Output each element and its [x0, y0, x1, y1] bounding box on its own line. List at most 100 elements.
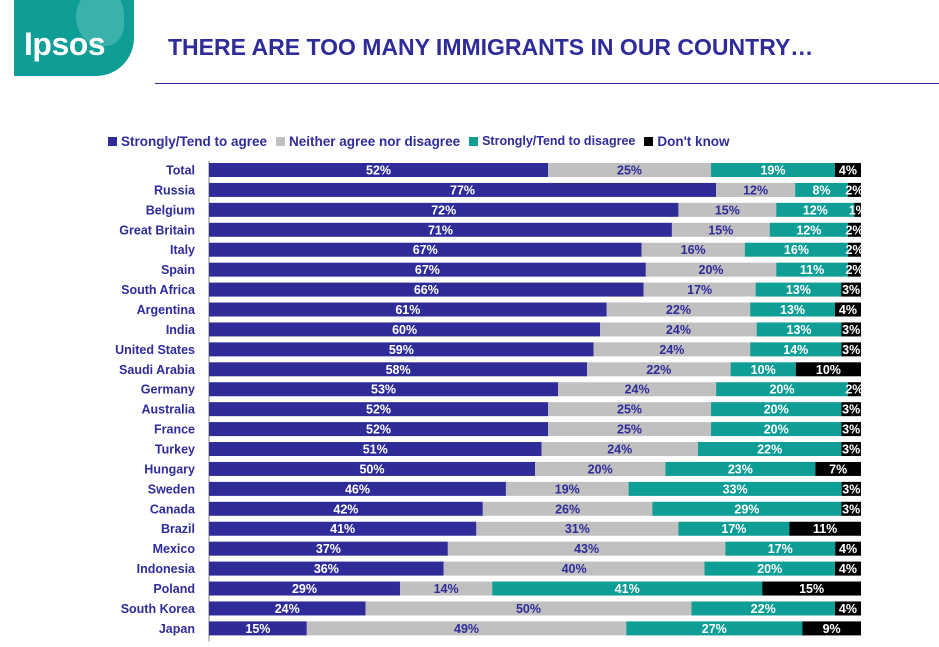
data-label-disagree: 20%	[757, 562, 782, 576]
logo-text: Ipsos	[24, 26, 106, 62]
data-label-disagree: 14%	[783, 343, 808, 357]
bar-segment-disagree	[652, 501, 842, 516]
category-label: Spain	[161, 263, 195, 277]
data-label-neither: 24%	[666, 323, 691, 337]
data-label-neither: 25%	[617, 403, 642, 417]
bar-segment-disagree	[628, 481, 842, 496]
bar-segment-agree	[209, 422, 549, 437]
category-label: Italy	[170, 243, 195, 257]
title-divider	[155, 83, 939, 84]
data-label-agree: 41%	[330, 522, 355, 536]
bar-segment-neither	[482, 501, 653, 516]
bar-segment-neither	[643, 282, 756, 297]
data-label-neither: 24%	[607, 443, 632, 457]
data-label-neither: 14%	[434, 582, 459, 596]
bar-segment-dont-know	[847, 182, 861, 197]
data-label-neither: 26%	[555, 502, 580, 516]
bar-segment-dont-know	[841, 402, 861, 417]
data-label-agree: 15%	[245, 622, 270, 636]
bar-segment-neither	[558, 382, 717, 397]
data-label-agree: 46%	[345, 482, 370, 496]
bar-segment-agree	[209, 541, 448, 556]
bar-segment-agree	[209, 601, 366, 616]
data-label-dont-know: 4%	[839, 602, 857, 616]
bar-segment-neither	[671, 222, 770, 237]
data-label-neither: 40%	[562, 562, 587, 576]
bar-segment-disagree	[678, 521, 790, 536]
data-label-agree: 52%	[366, 164, 391, 178]
category-label: France	[154, 423, 195, 437]
bar-segment-disagree	[730, 362, 796, 377]
bar-segment-agree	[209, 182, 717, 197]
data-label-dont-know: 3%	[842, 502, 860, 516]
bar-segment-dont-know	[835, 541, 861, 556]
data-label-neither: 22%	[666, 303, 691, 317]
bar-segment-dont-know	[841, 422, 861, 437]
legend-label-disagree: Strongly/Tend to disagree	[482, 134, 636, 148]
data-label-disagree: 8%	[812, 183, 830, 197]
data-label-neither: 43%	[574, 542, 599, 556]
category-label: Russia	[154, 183, 196, 197]
data-label-disagree: 13%	[787, 323, 812, 337]
page-title: THERE ARE TOO MANY IMMIGRANTS IN OUR COU…	[168, 34, 814, 60]
data-label-dont-know: 3%	[842, 443, 860, 457]
bar-segment-disagree	[725, 541, 836, 556]
data-label-agree: 61%	[395, 303, 420, 317]
data-label-dont-know: 2%	[845, 263, 863, 277]
data-label-disagree: 13%	[786, 283, 811, 297]
bar-segment-disagree	[711, 163, 835, 177]
bar-segment-agree	[209, 442, 542, 457]
bar-segment-dont-know	[834, 601, 861, 616]
bar-segment-disagree	[756, 322, 842, 337]
bar-segment-dont-know	[802, 621, 861, 636]
bar-segment-dont-know	[841, 481, 861, 496]
data-label-agree: 58%	[386, 363, 411, 377]
data-label-dont-know: 15%	[799, 582, 824, 596]
bar-segment-agree	[209, 362, 588, 377]
bar-segment-neither	[476, 521, 679, 536]
bar-segment-disagree	[769, 222, 848, 237]
data-label-dont-know: 7%	[829, 462, 847, 476]
category-label: Japan	[159, 622, 195, 636]
category-label: Mexico	[153, 542, 196, 556]
data-label-agree: 66%	[414, 283, 439, 297]
data-label-disagree: 11%	[800, 263, 824, 277]
bar-segment-disagree	[744, 242, 849, 257]
data-label-disagree: 29%	[734, 502, 759, 516]
data-label-agree: 24%	[275, 602, 300, 616]
bar-segment-neither	[447, 541, 726, 556]
bar-segment-dont-know	[841, 282, 861, 297]
data-label-agree: 53%	[371, 383, 396, 397]
legend-item-agree: Strongly/Tend to agree	[108, 134, 267, 149]
data-label-disagree: 17%	[768, 542, 793, 556]
data-label-disagree: 23%	[728, 462, 753, 476]
bar-segment-dont-know	[795, 362, 861, 377]
data-label-agree: 52%	[366, 423, 391, 437]
category-label: Australia	[142, 403, 197, 417]
data-label-dont-know: 3%	[842, 323, 860, 337]
data-label-agree: 42%	[333, 502, 358, 516]
data-label-agree: 36%	[314, 562, 339, 576]
data-label-disagree: 22%	[751, 602, 776, 616]
data-label-neither: 24%	[625, 383, 650, 397]
bar-segment-disagree	[691, 601, 835, 616]
data-label-dont-know: 4%	[839, 164, 857, 178]
data-label-dont-know: 3%	[842, 283, 860, 297]
data-label-disagree: 41%	[615, 582, 640, 596]
data-label-neither: 15%	[715, 203, 740, 217]
bar-segment-dont-know	[847, 262, 861, 277]
bar-segment-agree	[209, 342, 594, 357]
data-label-neither: 19%	[555, 482, 580, 496]
legend-item-neither: Neither agree nor disagree	[276, 134, 460, 149]
legend-swatch-agree	[108, 136, 117, 146]
legend-label-dont-know: Don't know	[657, 133, 730, 149]
bar-segment-dont-know	[847, 222, 861, 237]
data-label-disagree: 12%	[796, 223, 821, 237]
category-label: Belgium	[146, 203, 195, 217]
data-label-neither: 16%	[681, 243, 706, 257]
bar-segment-disagree	[750, 342, 842, 357]
bar-segment-neither	[716, 182, 796, 197]
legend-label-agree: Strongly/Tend to agree	[121, 133, 268, 149]
category-label: Great Britain	[119, 223, 195, 237]
data-label-neither: 25%	[617, 423, 642, 437]
